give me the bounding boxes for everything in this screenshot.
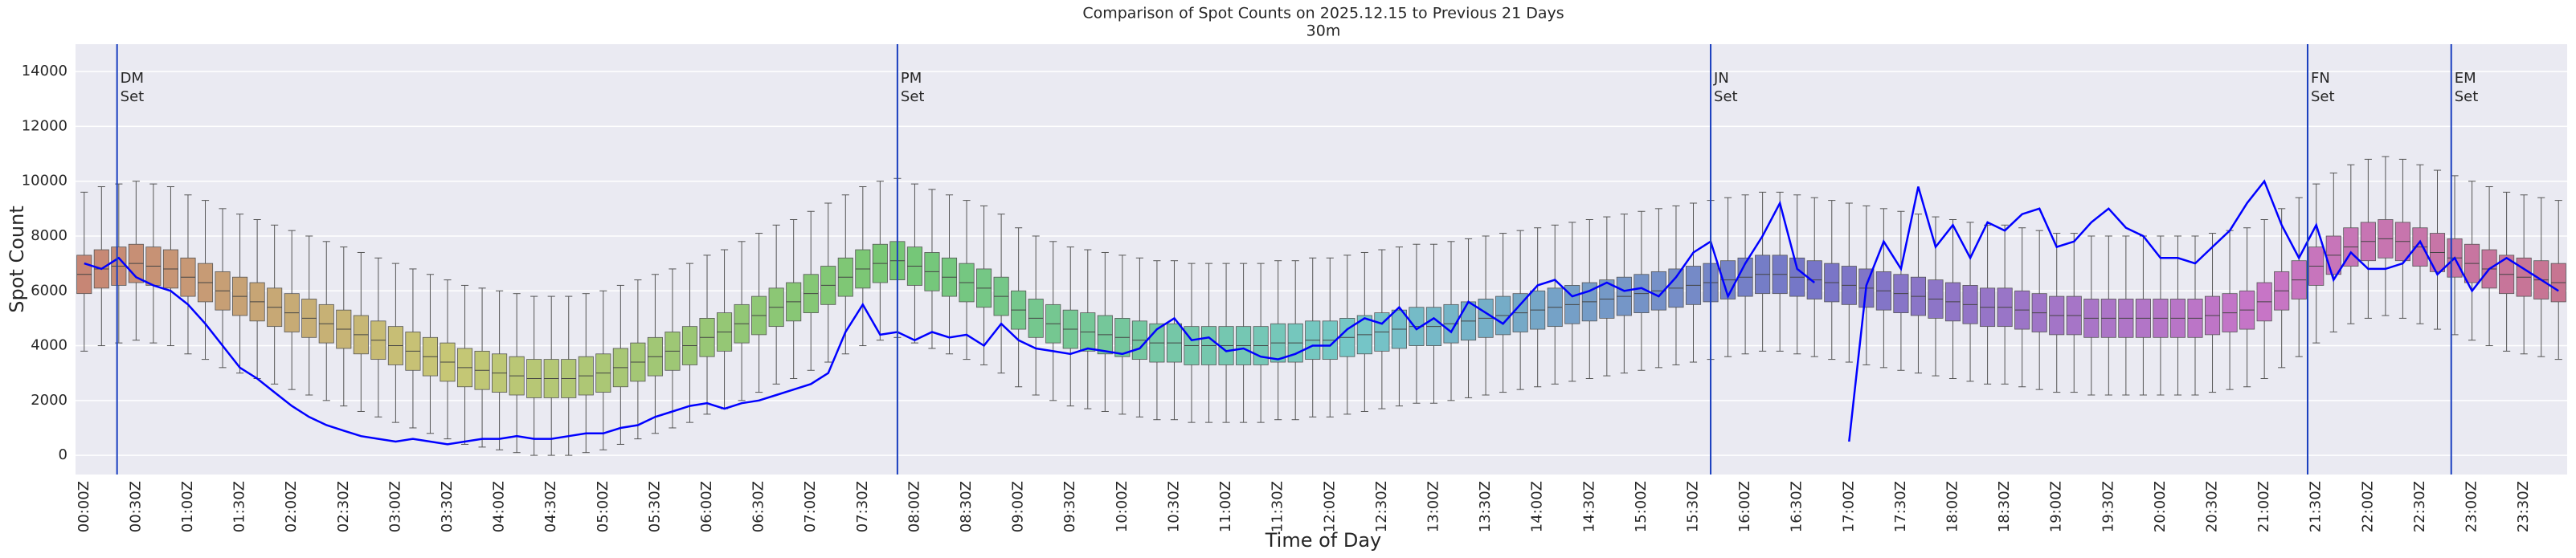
y-tick-label: 14000	[22, 63, 67, 79]
x-tick-label: 16:30Z	[1789, 481, 1805, 532]
y-tick-label: 12000	[22, 117, 67, 134]
x-tick-label: 11:30Z	[1270, 481, 1286, 532]
x-tick-label: 18:30Z	[1996, 481, 2013, 532]
y-tick-label: 2000	[31, 392, 67, 409]
x-tick-label: 19:00Z	[2048, 481, 2065, 532]
x-tick-label: 21:30Z	[2308, 481, 2325, 532]
x-tick-label: 14:30Z	[1580, 481, 1597, 532]
x-tick-label: 13:00Z	[1425, 481, 1441, 532]
event-label: DM	[121, 70, 144, 87]
x-tick-label: 17:00Z	[1840, 481, 1857, 532]
event-sublabel: Set	[121, 88, 145, 105]
x-tick-label: 11:00Z	[1217, 481, 1234, 532]
x-tick-label: 23:30Z	[2515, 481, 2532, 532]
y-tick-label: 4000	[31, 337, 67, 354]
x-tick-label: 20:00Z	[2152, 481, 2169, 532]
x-tick-label: 21:00Z	[2255, 481, 2272, 532]
x-tick-label: 09:30Z	[1061, 481, 1078, 532]
y-tick-label: 6000	[31, 282, 67, 299]
x-tick-label: 10:00Z	[1114, 481, 1131, 532]
x-tick-label: 12:00Z	[1321, 481, 1338, 532]
event-sublabel: Set	[2311, 88, 2335, 105]
x-tick-label: 06:30Z	[750, 481, 767, 532]
x-tick-label: 06:00Z	[698, 481, 715, 532]
x-tick-label: 22:30Z	[2411, 481, 2428, 532]
x-tick-label: 07:00Z	[802, 481, 819, 532]
event-label: PM	[901, 70, 922, 87]
x-tick-label: 08:00Z	[906, 481, 922, 532]
x-tick-label: 00:30Z	[127, 481, 144, 532]
chart-subtitle: 30m	[1306, 22, 1341, 40]
event-sublabel: Set	[2455, 88, 2479, 105]
x-tick-label: 16:00Z	[1736, 481, 1753, 532]
x-tick-label: 15:30Z	[1684, 481, 1701, 532]
event-label: JN	[1713, 70, 1729, 87]
x-tick-label: 05:30Z	[646, 481, 663, 532]
x-tick-label: 03:00Z	[386, 481, 403, 532]
x-tick-label: 17:30Z	[1892, 481, 1909, 532]
x-tick-label: 07:30Z	[854, 481, 871, 532]
current-day-line	[84, 179, 2559, 446]
y-tick-label: 0	[59, 446, 67, 463]
x-tick-label: 10:30Z	[1165, 481, 1182, 532]
chart-title: Comparison of Spot Counts on 2025.12.15 …	[1082, 5, 1564, 22]
x-tick-label: 02:30Z	[335, 481, 352, 532]
x-tick-label: 15:00Z	[1633, 481, 1650, 532]
y-tick-label: 8000	[31, 227, 67, 244]
y-tick-label: 10000	[22, 173, 67, 189]
x-tick-label: 04:00Z	[491, 481, 508, 532]
event-label: EM	[2455, 70, 2476, 87]
x-tick-label: 23:00Z	[2464, 481, 2480, 532]
x-tick-label: 08:30Z	[958, 481, 975, 532]
x-tick-label: 04:30Z	[542, 481, 559, 532]
x-tick-label: 14:00Z	[1529, 481, 1546, 532]
x-tick-label: 13:30Z	[1477, 481, 1494, 532]
x-tick-label: 01:30Z	[231, 481, 248, 532]
x-tick-label: 18:00Z	[1944, 481, 1961, 532]
x-tick-label: 02:00Z	[283, 481, 300, 532]
x-axis-label: Time of Day	[1265, 529, 1382, 552]
plot-background	[76, 44, 2567, 475]
x-tick-label: 12:30Z	[1373, 481, 1390, 532]
x-tick-label: 01:00Z	[179, 481, 196, 532]
event-label: FN	[2311, 70, 2330, 87]
x-tick-label: 03:30Z	[439, 481, 456, 532]
event-sublabel: Set	[1714, 88, 1738, 105]
x-tick-label: 09:00Z	[1010, 481, 1027, 532]
event-sublabel: Set	[901, 88, 925, 105]
x-tick-label: 05:00Z	[595, 481, 611, 532]
y-axis-label: Spot Count	[6, 206, 28, 312]
x-tick-label: 00:00Z	[76, 481, 92, 532]
x-tick-label: 22:00Z	[2359, 481, 2376, 532]
x-tick-label: 19:30Z	[2100, 481, 2116, 532]
x-tick-label: 20:30Z	[2204, 481, 2221, 532]
